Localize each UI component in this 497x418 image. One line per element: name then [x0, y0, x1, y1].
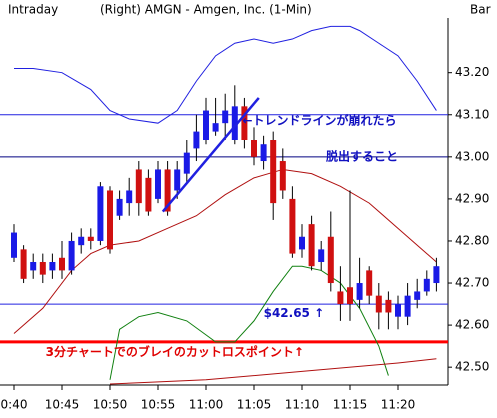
- indicator-line: [109, 265, 389, 380]
- y-tick-label: 42.60: [455, 318, 489, 332]
- candle-body: [30, 262, 37, 271]
- candle-body: [107, 190, 113, 250]
- candle-body: [183, 152, 190, 174]
- candle-body: [289, 198, 296, 254]
- candle-body: [231, 106, 238, 140]
- candle-body: [212, 123, 219, 132]
- annotation: $42.65 ↑: [264, 306, 325, 320]
- candle-body: [366, 270, 373, 296]
- annotation: 脱出すること: [326, 148, 398, 163]
- y-tick-label: 42.90: [455, 191, 489, 205]
- candle-body: [145, 177, 152, 212]
- candle-body: [164, 169, 171, 212]
- header-title: (Right) AMGN - Amgen, Inc. (1-Min): [100, 3, 312, 17]
- plot-area: [0, 25, 448, 385]
- candle-body: [308, 224, 315, 267]
- candle-body: [87, 236, 94, 241]
- candle-body: [251, 140, 257, 157]
- candle-body: [97, 186, 104, 241]
- x-tick-label: 11:05: [237, 398, 272, 412]
- trend-line: [161, 97, 260, 213]
- candle-body: [404, 295, 411, 317]
- candle-body: [347, 287, 353, 305]
- indicator-line: [14, 25, 437, 124]
- y-tick-label: 43.10: [455, 107, 489, 121]
- candle-body: [299, 236, 305, 250]
- candle-body: [116, 198, 123, 216]
- candle-body: [78, 236, 85, 246]
- x-tick-label: 10:45: [45, 398, 80, 412]
- candle-body: [11, 232, 17, 258]
- indicator-line: [109, 358, 437, 385]
- candle-body: [433, 266, 440, 284]
- candle-body: [126, 190, 133, 204]
- candle-body: [174, 169, 181, 191]
- candle-body: [318, 249, 325, 262]
- candle-body: [423, 278, 430, 292]
- x-tick-label: 0:40: [1, 398, 28, 412]
- header-left: Intraday: [8, 3, 58, 17]
- x-tick-label: 11:10: [285, 398, 320, 412]
- candle-body: [39, 262, 46, 275]
- x-tick-label: 11:20: [381, 398, 416, 412]
- x-tick-label: 11:15: [333, 398, 368, 412]
- candle-body: [49, 262, 56, 271]
- candle-body: [279, 161, 286, 191]
- candle-body: [68, 240, 75, 271]
- candle-body: [327, 236, 334, 284]
- candle-body: [20, 249, 27, 279]
- candle-body: [193, 131, 200, 149]
- annotation: 3分チャートでのブレイのカットロスポイント↑: [46, 344, 304, 359]
- candle-body: [59, 257, 65, 271]
- y-tick-label: 42.80: [455, 233, 489, 247]
- indicator-line: [13, 168, 437, 334]
- annotation: ←トレンドラインが崩れたら: [242, 113, 396, 128]
- candle-body: [260, 144, 267, 162]
- header-right: Bar: [470, 3, 491, 17]
- x-tick-label: 11:00: [189, 398, 224, 412]
- y-tick-label: 42.70: [455, 276, 489, 290]
- candle-body: [375, 295, 382, 313]
- y-tick-label: 43.20: [455, 65, 489, 79]
- candle-body: [414, 291, 421, 300]
- candle-body: [395, 304, 401, 317]
- candle-body: [222, 110, 229, 124]
- x-tick-label: 10:50: [93, 398, 128, 412]
- y-tick-label: 42.50: [455, 360, 489, 374]
- candle-body: [135, 169, 142, 204]
- x-tick-label: 10:55: [141, 398, 176, 412]
- candle-body: [270, 140, 277, 204]
- candle-body: [203, 110, 209, 140]
- candle-body: [155, 169, 161, 199]
- candle-body: [356, 283, 363, 300]
- candle-body: [337, 291, 344, 305]
- candle-body: [385, 299, 392, 313]
- candle-body: [241, 106, 248, 140]
- y-tick-label: 43.00: [455, 149, 489, 163]
